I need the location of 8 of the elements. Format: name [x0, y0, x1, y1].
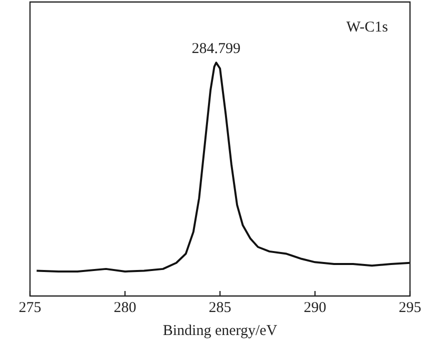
x-tick-label: 275: [18, 300, 42, 316]
text: W-C1s: [346, 19, 388, 36]
x-tick-label: 285: [208, 300, 232, 316]
x-tick-label: 290: [304, 300, 326, 316]
x-tick-label: 295: [398, 300, 422, 316]
x-tick-label: 280: [114, 300, 136, 316]
annotation: 284.799: [192, 41, 241, 58]
x-axis-title: Binding energy/eV: [162, 322, 278, 339]
